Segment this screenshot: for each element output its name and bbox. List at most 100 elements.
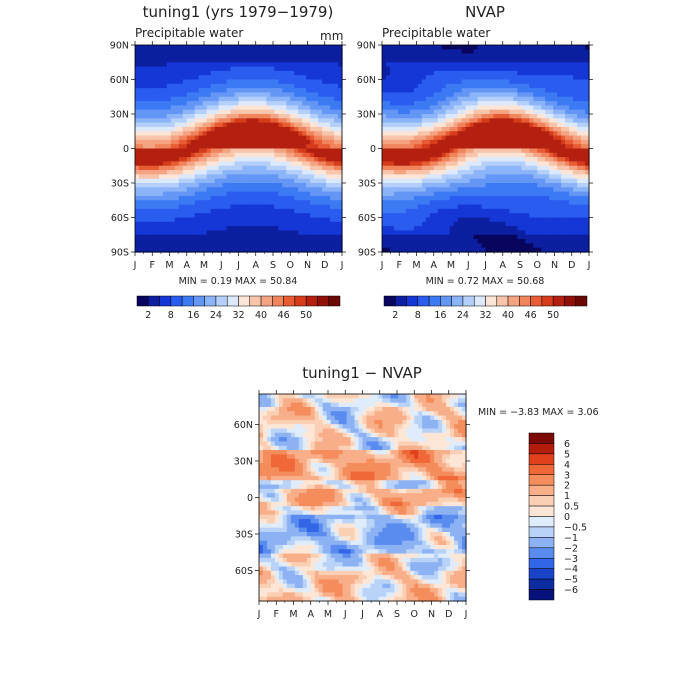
- heatmap-cell: [441, 152, 447, 158]
- heatmap-cell: [513, 70, 518, 76]
- heatmap-cell: [338, 178, 343, 184]
- heatmap-cell: [441, 195, 447, 201]
- heatmap-cell: [182, 183, 188, 188]
- heatmap-cell: [262, 234, 267, 240]
- heatmap-cell: [206, 83, 212, 89]
- heatmap-cell: [405, 152, 411, 158]
- heatmap-cell: [533, 49, 538, 55]
- heatmap-cell: [182, 122, 188, 128]
- heatmap-cell: [194, 70, 200, 76]
- heatmap-cell: [585, 178, 590, 184]
- heatmap-cell: [433, 230, 439, 236]
- heatmap-cell: [569, 122, 574, 128]
- heatmap-cell: [338, 92, 343, 98]
- heatmap-cell: [258, 230, 263, 236]
- heatmap-cell: [409, 79, 415, 85]
- heatmap-cell: [246, 131, 252, 137]
- heatmap-cell: [314, 243, 319, 249]
- heatmap-cell: [330, 126, 335, 132]
- heatmap-cell: [154, 165, 160, 171]
- heatmap-cell: [242, 226, 248, 232]
- heatmap-cell: [298, 208, 303, 214]
- heatmap-cell: [417, 126, 423, 132]
- heatmap-cell: [210, 148, 216, 154]
- heatmap-cell: [521, 109, 526, 115]
- heatmap-cell: [250, 105, 256, 111]
- heatmap-cell: [298, 92, 303, 98]
- heatmap-cell: [433, 96, 439, 102]
- heatmap-cell: [326, 234, 331, 240]
- heatmap-cell: [449, 191, 455, 197]
- heatmap-cell: [537, 109, 542, 115]
- heatmap-cell: [226, 161, 232, 167]
- heatmap-cell: [282, 79, 287, 85]
- heatmap-cell: [561, 187, 566, 193]
- heatmap-cell: [425, 161, 431, 167]
- heatmap-cell: [393, 101, 399, 106]
- heatmap-cell: [250, 174, 256, 180]
- heatmap-cell: [397, 217, 403, 223]
- heatmap-cell: [461, 234, 467, 240]
- heatmap-cell: [230, 200, 236, 206]
- heatmap-cell: [541, 165, 546, 171]
- heatmap-cell: [445, 49, 451, 55]
- heatmap-cell: [142, 118, 148, 124]
- heatmap-cell: [226, 114, 232, 119]
- heatmap-cell: [338, 187, 343, 193]
- heatmap-cell: [334, 126, 339, 132]
- heatmap-cell: [158, 247, 164, 253]
- heatmap-cell: [525, 230, 530, 236]
- heatmap-cell: [405, 213, 411, 219]
- heatmap-cell: [533, 221, 538, 227]
- heatmap-cell: [326, 161, 331, 167]
- heatmap-cell: [138, 174, 144, 180]
- heatmap-cell: [210, 114, 216, 119]
- heatmap-cell: [202, 148, 208, 154]
- heatmap-cell: [553, 70, 558, 76]
- heatmap-cell: [517, 66, 522, 72]
- heatmap-cell: [334, 83, 339, 89]
- heatmap-cell: [401, 45, 407, 50]
- heatmap-cell: [385, 66, 391, 72]
- heatmap-cell: [445, 114, 451, 119]
- heatmap-cell: [258, 131, 263, 137]
- heatmap-cell: [206, 135, 212, 141]
- heatmap-cell: [198, 165, 204, 171]
- heatmap-cell: [254, 122, 259, 128]
- heatmap-cell: [469, 174, 475, 180]
- heatmap-cell: [286, 239, 291, 244]
- heatmap-cell: [318, 187, 323, 193]
- heatmap-cell: [485, 118, 491, 124]
- heatmap-cell: [433, 195, 439, 201]
- heatmap-cell: [537, 221, 542, 227]
- heatmap-cell: [449, 105, 455, 111]
- heatmap-cell: [258, 88, 263, 94]
- heatmap-cell: [505, 174, 510, 180]
- heatmap-cell: [461, 183, 467, 188]
- heatmap-cell: [226, 118, 232, 124]
- heatmap-cell: [565, 139, 570, 145]
- heatmap-cell: [405, 79, 411, 85]
- heatmap-cell: [298, 170, 303, 175]
- heatmap-cell: [258, 183, 263, 188]
- heatmap-cell: [154, 101, 160, 106]
- heatmap-cell: [302, 204, 307, 210]
- heatmap-cell: [170, 239, 176, 244]
- heatmap-cell: [429, 126, 435, 132]
- heatmap-cell: [310, 75, 315, 81]
- heatmap-cell: [270, 144, 275, 150]
- heatmap-cell: [397, 208, 403, 214]
- heatmap-cell: [393, 66, 399, 72]
- heatmap-cell: [278, 178, 283, 184]
- heatmap-cell: [310, 200, 315, 206]
- heatmap-cell: [178, 165, 184, 171]
- heatmap-cell: [441, 161, 447, 167]
- heatmap-cell: [310, 213, 315, 219]
- heatmap-cell: [150, 53, 156, 59]
- heatmap-cell: [509, 92, 514, 98]
- heatmap-cell: [178, 230, 184, 236]
- heatmap-cell: [457, 195, 463, 201]
- heatmap-cell: [457, 226, 463, 232]
- heatmap-cell: [413, 239, 419, 244]
- heatmap-cell: [445, 148, 451, 154]
